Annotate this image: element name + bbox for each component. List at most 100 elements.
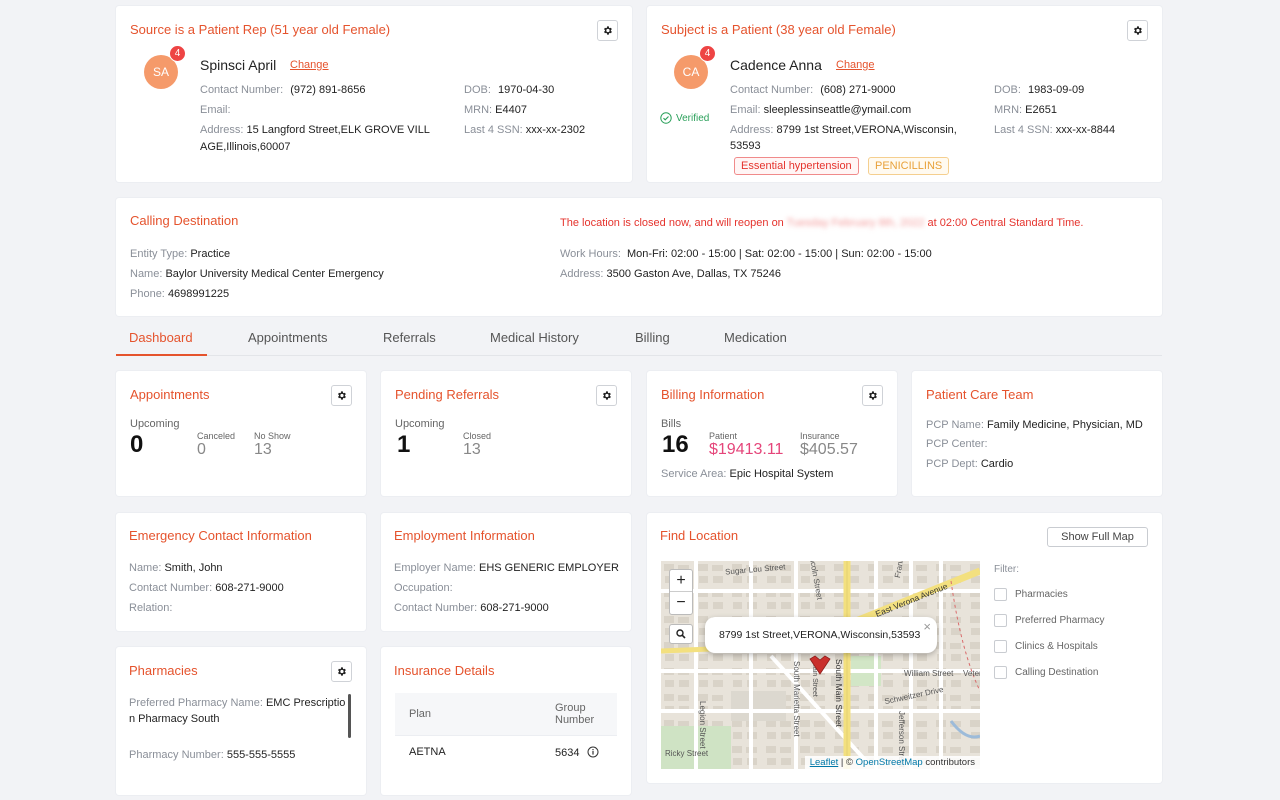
closed-notice: The location is closed now, and will reo… xyxy=(560,217,1083,229)
calling-destination-card: Calling Destination The location is clos… xyxy=(116,198,1162,316)
filter-preferred-pharmacy-label: Preferred Pharmacy xyxy=(1015,615,1105,626)
zoom-out-button[interactable]: − xyxy=(676,594,686,611)
filter-clinics-hospitals-checkbox[interactable] xyxy=(994,640,1007,653)
pharmacies-settings-button[interactable] xyxy=(331,661,352,682)
allergy-tag: PENICILLINS xyxy=(868,157,950,175)
subject-email-label: Email: xyxy=(730,104,761,116)
insurance-title: Insurance Details xyxy=(394,663,495,678)
destination-address-value: 3500 Gaston Ave, Dallas, TX 75246 xyxy=(606,268,781,280)
info-icon[interactable] xyxy=(587,746,599,758)
pcp-dept-value: Cardio xyxy=(980,458,1014,470)
tab-medical-history[interactable]: Medical History xyxy=(490,330,579,345)
source-dob-value: 1970-04-30 xyxy=(497,84,555,96)
map-popup: 8799 1st Street,VERONA,Wisconsin,53593 × xyxy=(705,617,937,653)
preferred-pharmacy-value: EMC Prescriptio xyxy=(265,697,346,709)
show-full-map-button[interactable]: Show Full Map xyxy=(1047,527,1148,547)
map-street-label: William Street xyxy=(904,669,954,678)
billing-insurance-value: $405.57 xyxy=(800,441,858,458)
filter-label: Filter: xyxy=(994,564,1019,575)
emergency-relation-label: Relation: xyxy=(129,602,173,614)
filter-pharmacies-checkbox[interactable] xyxy=(994,588,1007,601)
filter-calling-destination[interactable]: Calling Destination xyxy=(994,666,1098,679)
occupation-label: Occupation: xyxy=(394,582,453,594)
filter-calling-destination-checkbox[interactable] xyxy=(994,666,1007,679)
service-area-label: Service Area: xyxy=(661,468,727,480)
source-settings-button[interactable] xyxy=(597,20,618,41)
source-change-link[interactable]: Change xyxy=(290,59,329,71)
destination-name-value: Baylor University Medical Center Emergen… xyxy=(165,268,384,280)
tab-bar: Dashboard Appointments Referrals Medical… xyxy=(116,323,1162,356)
filter-pharmacies-label: Pharmacies xyxy=(1015,589,1068,600)
source-ssn-label: Last 4 SSN: xyxy=(464,124,523,136)
map-search-button[interactable] xyxy=(669,624,693,644)
tab-medication[interactable]: Medication xyxy=(724,330,787,345)
source-address-line1: 15 Langford Street,ELK GROVE VILL xyxy=(246,124,430,136)
source-address-line2: AGE,Illinois,60007 xyxy=(200,141,291,153)
source-contact-label: Contact Number: xyxy=(200,84,284,96)
filter-preferred-pharmacy-checkbox[interactable] xyxy=(994,614,1007,627)
subject-mrn-value: E2651 xyxy=(1025,104,1057,116)
zoom-in-button[interactable]: + xyxy=(670,570,692,592)
employment-contact-value: 608-271-9000 xyxy=(480,602,549,614)
employment-card: Employment Information Employer Name: EH… xyxy=(381,513,631,631)
subject-address-line1: 8799 1st Street,VERONA,Wisconsin, xyxy=(776,124,957,136)
subject-settings-button[interactable] xyxy=(1127,20,1148,41)
pcp-name-value: Family Medicine, Physician, MD xyxy=(986,419,1143,431)
care-team-card: Patient Care Team PCP Name: Family Medic… xyxy=(912,371,1162,496)
source-address-label: Address: xyxy=(200,124,244,136)
subject-card-title: Subject is a Patient (38 year old Female… xyxy=(661,22,896,37)
location-marker-icon[interactable] xyxy=(809,655,831,675)
insurance-header-row: Plan Group Number xyxy=(395,693,617,735)
pcp-center-label: PCP Center: xyxy=(926,438,988,450)
gear-icon xyxy=(338,391,346,400)
leaflet-link[interactable]: Leaflet xyxy=(809,757,839,768)
destination-phone-label: Phone: xyxy=(130,288,165,300)
emergency-title: Emergency Contact Information xyxy=(129,528,312,543)
billing-patient-value: $19413.11 xyxy=(709,441,784,458)
tab-appointments[interactable]: Appointments xyxy=(248,330,328,345)
osm-link[interactable]: OpenStreetMap xyxy=(855,757,923,768)
map-popup-close-icon[interactable]: × xyxy=(923,619,931,634)
filter-pharmacies[interactable]: Pharmacies xyxy=(994,588,1068,601)
employment-contact-label: Contact Number: xyxy=(394,602,478,614)
pcp-dept-label: PCP Dept: xyxy=(926,458,978,470)
source-dob-label: DOB: xyxy=(464,84,491,96)
attribution-separator: | © xyxy=(838,757,856,768)
subject-change-link[interactable]: Change xyxy=(836,59,875,71)
map-street-label: South Marietta Street xyxy=(792,661,801,737)
insurance-card: Insurance Details xyxy=(381,647,631,795)
gear-icon xyxy=(604,26,612,35)
group-number: 5634 xyxy=(555,746,580,759)
appointments-card: Appointments Upcoming 0 Canceled 0 No Sh… xyxy=(116,371,366,496)
attribution-tail: contributors xyxy=(922,757,975,768)
referrals-settings-button[interactable] xyxy=(596,385,617,406)
billing-settings-button[interactable] xyxy=(862,385,883,406)
subject-dob-label: DOB: xyxy=(994,84,1021,96)
subject-contact-value: (608) 271-9000 xyxy=(820,84,896,96)
group-column-header: Group Number xyxy=(555,693,617,735)
pharmacy-number-value: 555-555-5555 xyxy=(226,749,296,761)
zoom-control: + − xyxy=(669,569,693,615)
plan-column-header: Plan xyxy=(409,707,432,720)
source-name: Spinsci April xyxy=(200,57,277,73)
check-circle-icon xyxy=(660,112,672,124)
pharmacies-scrollbar[interactable] xyxy=(348,694,351,738)
tab-billing[interactable]: Billing xyxy=(635,330,670,345)
care-team-title: Patient Care Team xyxy=(926,387,1034,402)
filter-clinics-hospitals[interactable]: Clinics & Hospitals xyxy=(994,640,1098,653)
appointments-noshow-value: 13 xyxy=(254,441,272,458)
tab-dashboard[interactable]: Dashboard xyxy=(129,330,193,345)
map-street-label: Veter xyxy=(963,669,980,678)
source-contact-value: (972) 891-8656 xyxy=(290,84,366,96)
location-map[interactable]: Sugar Lou Street Lincoln Street Franklin… xyxy=(661,561,980,769)
tab-referrals[interactable]: Referrals xyxy=(383,330,436,345)
filter-preferred-pharmacy[interactable]: Preferred Pharmacy xyxy=(994,614,1104,627)
employer-value: EHS GENERIC EMPLOYER xyxy=(478,562,619,574)
appointments-settings-button[interactable] xyxy=(331,385,352,406)
map-street-label: South Main Street xyxy=(834,659,844,728)
source-mrn-label: MRN: xyxy=(464,104,493,116)
filter-calling-destination-label: Calling Destination xyxy=(1015,667,1099,678)
calling-destination-title: Calling Destination xyxy=(130,213,239,228)
search-icon xyxy=(676,629,686,639)
group-header-line2: Number xyxy=(555,713,595,726)
